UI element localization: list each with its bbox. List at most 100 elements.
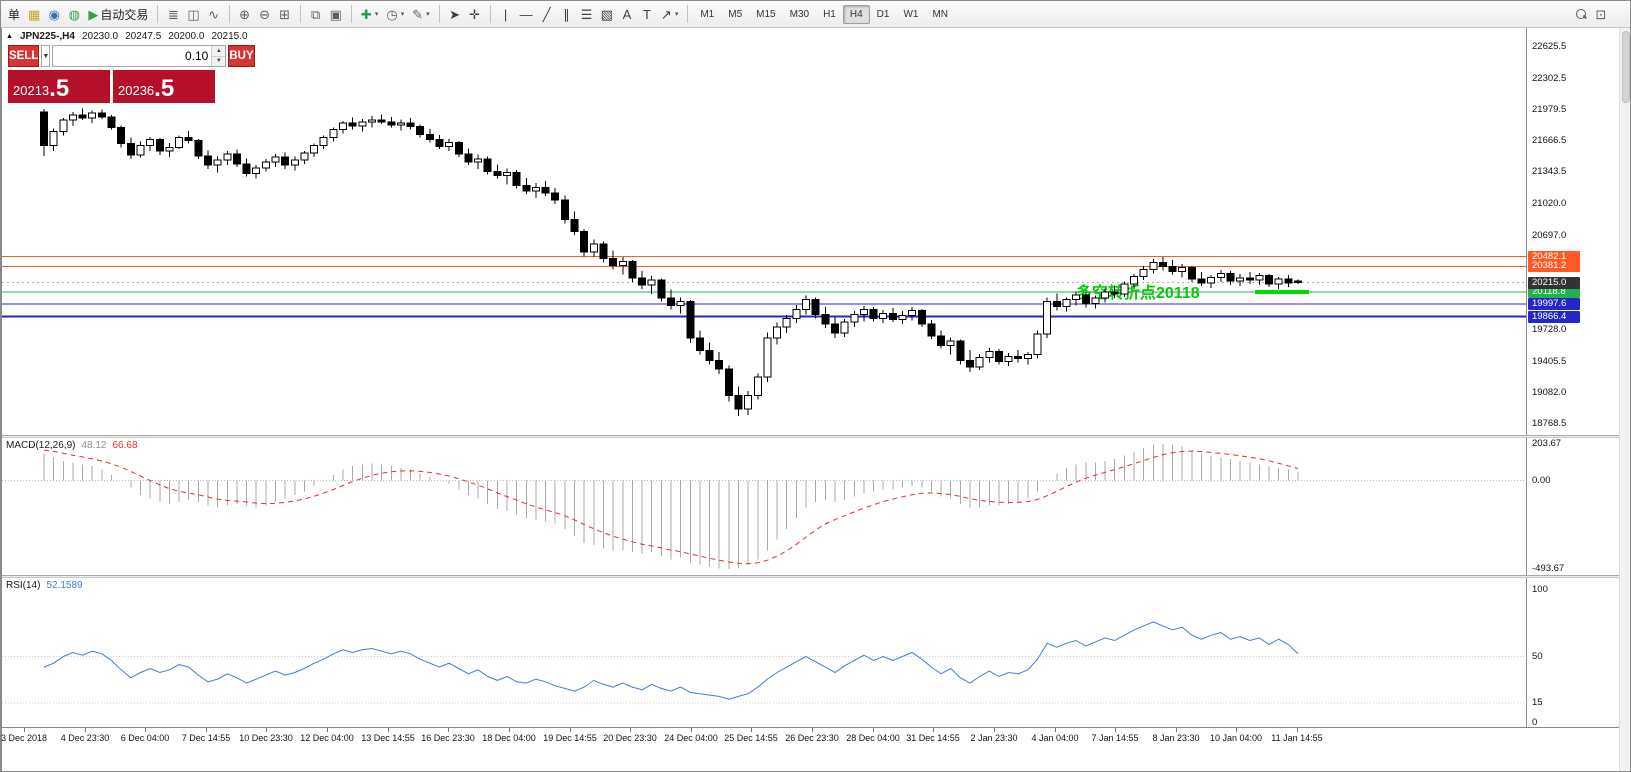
time-axis[interactable]: 3 Dec 2018 4 Dec 23:30 6 Dec 04:00 7 Dec 14…	[0, 727, 1620, 747]
rsi-line	[43, 621, 1299, 700]
trendline-button[interactable]: ╱	[537, 3, 557, 25]
shapes-button[interactable]: ▧	[597, 3, 617, 25]
candlestick-chart-canvas[interactable]	[2, 28, 1526, 435]
bid-quote-box[interactable]: 20213 .5	[8, 70, 110, 103]
trendline-icon: ╱	[542, 6, 551, 22]
search-button[interactable]	[1571, 3, 1591, 25]
text-button[interactable]: A	[617, 3, 637, 25]
time-axis-tick	[1115, 728, 1116, 732]
time-axis-label: 3 Dec 2018	[0, 733, 48, 743]
timeframe-m15-button[interactable]: M15	[756, 8, 776, 20]
toolbar-separator	[438, 5, 440, 23]
toolbar-right-buttons: ⊡	[1571, 3, 1611, 25]
rsi-indicator-panel[interactable]: RSI(14) 52.1589	[2, 578, 1526, 727]
price-level-tag: 20381.2	[1528, 260, 1580, 272]
autotrade-button[interactable]: ▶ 自动交易	[88, 6, 149, 22]
rsi-label: RSI(14) 52.1589	[6, 580, 83, 591]
macd-signal-line	[43, 449, 1299, 565]
ask-quote-box[interactable]: 20236 .5	[113, 70, 215, 103]
time-axis-label: 8 Jan 23:30	[1152, 733, 1200, 743]
timeframe-m1-button[interactable]: M1	[700, 8, 715, 20]
new-chart-button[interactable]: ✚ ▾	[357, 3, 382, 25]
timeframe-m30-button[interactable]: M30	[789, 8, 810, 20]
bar-chart-button[interactable]: ≣	[163, 3, 183, 25]
arrows-button[interactable]: ↗ ▾	[657, 3, 682, 25]
cursor-button[interactable]: ➤	[445, 3, 465, 25]
macd-indicator-panel[interactable]: MACD(12,26,9) 48.12 66.68	[2, 438, 1526, 575]
vertical-line-button[interactable]: |	[496, 3, 516, 25]
timeframe-w1-button[interactable]: W1	[903, 8, 919, 20]
profiles-button[interactable]: ⊡	[1591, 3, 1611, 25]
candlestick-chart-button[interactable]: ◫	[183, 3, 203, 25]
bottom-blank-area	[2, 747, 1630, 771]
terminal-icon: ◍	[68, 6, 80, 22]
time-axis-label: 2 Jan 23:30	[970, 733, 1018, 743]
volume-down-button[interactable]: ▼	[212, 55, 226, 66]
equidistant-channel-button[interactable]: ∥	[557, 3, 577, 25]
sell-button[interactable]: SELL	[8, 45, 40, 67]
arrange-windows-button[interactable]: ▣	[326, 3, 346, 25]
time-axis-label: 31 Dec 14:55	[906, 733, 960, 743]
zoom-in-button[interactable]: ⊕	[235, 3, 255, 25]
timeframe-h4-button[interactable]: H4	[842, 4, 870, 24]
crosshair-icon: ✛	[469, 6, 481, 22]
market-watch-button[interactable]: ▦	[24, 3, 44, 25]
time-axis-label: 10 Jan 04:00	[1209, 733, 1263, 743]
timeframe-h1-button[interactable]: H1	[823, 8, 836, 20]
macd-main-value: 48.12	[81, 440, 107, 451]
cascade-windows-icon: ⧉	[310, 6, 321, 22]
search-icon	[1575, 8, 1587, 20]
ask-price-main: 20236	[118, 83, 155, 98]
new-order-button[interactable]: 单	[8, 7, 21, 22]
volume-up-button[interactable]: ▲	[212, 46, 226, 56]
macd-chart-canvas[interactable]	[2, 438, 1526, 575]
templates-button[interactable]: ✎ ▾	[408, 3, 433, 25]
panel-separator[interactable]	[2, 435, 1620, 438]
one-click-trading-panel: SELL ▼ ▲ ▼ BUY 20213 .5	[8, 45, 255, 103]
price-scale-label: 19405.5	[1532, 356, 1567, 367]
price-scale-label: 21343.5	[1532, 166, 1567, 177]
order-type-dropdown[interactable]: ▼	[41, 45, 51, 67]
vertical-scrollbar[interactable]	[1619, 28, 1630, 771]
cascade-windows-button[interactable]: ⧉	[306, 3, 326, 25]
tile-windows-button[interactable]: ⊞	[275, 3, 295, 25]
chart-workspace: 多空转折点20118 ▲ JPN225-,H4 20230.0 20247.5 …	[0, 28, 1630, 771]
text-label-button[interactable]: T	[637, 3, 657, 25]
buy-button[interactable]: BUY	[228, 45, 255, 67]
periodicity-button[interactable]: ◷ ▾	[382, 3, 408, 25]
horizontal-line-button[interactable]: —	[516, 3, 537, 25]
time-axis-tick	[24, 728, 25, 732]
ohlc-low: 20200.0	[168, 31, 205, 42]
volume-input[interactable]	[53, 46, 212, 66]
timeframe-mn-button[interactable]: MN	[932, 8, 949, 20]
macd-name: MACD(12,26,9)	[6, 440, 76, 451]
templates-icon: ✎	[412, 6, 424, 22]
price-scale-label: 19728.0	[1532, 324, 1567, 335]
terminal-button[interactable]: ◍	[64, 3, 84, 25]
chart-collapse-icon[interactable]: ▲	[6, 33, 13, 40]
time-axis-tick	[388, 728, 389, 732]
timeframe-d1-button[interactable]: D1	[876, 8, 890, 20]
chevron-down-icon: ▾	[426, 11, 430, 18]
time-axis-label: 7 Jan 14:55	[1091, 733, 1139, 743]
crosshair-button[interactable]: ✛	[465, 3, 485, 25]
toolbar-separator	[489, 5, 491, 23]
rsi-name: RSI(14)	[6, 580, 41, 591]
rsi-chart-canvas[interactable]	[2, 578, 1526, 727]
panel-separator[interactable]	[2, 575, 1620, 578]
timeframe-m5-button[interactable]: M5	[728, 8, 743, 20]
rsi-scale-label: 0	[1532, 717, 1538, 728]
scrollbar-thumb[interactable]	[1622, 31, 1630, 103]
time-axis-tick	[1297, 728, 1298, 732]
price-chart-panel[interactable]: 多空转折点20118 ▲ JPN225-,H4 20230.0 20247.5 …	[2, 28, 1526, 435]
line-chart-button[interactable]: ∿	[204, 3, 224, 25]
vertical-line-icon: |	[503, 6, 508, 22]
price-scale-column[interactable]: 22625.5 22302.5 21979.5 21666.5 21343.5 21020…	[1526, 28, 1620, 747]
toolbar-separator	[687, 5, 689, 23]
zoom-out-button[interactable]: ⊖	[255, 3, 275, 25]
navigator-button[interactable]: ◉	[44, 3, 64, 25]
fibonacci-button[interactable]: ☰	[577, 3, 597, 25]
candlestick-series[interactable]	[40, 108, 1302, 417]
autotrade-icon: ▶	[88, 6, 99, 22]
macd-signal-value: 66.68	[112, 440, 138, 451]
